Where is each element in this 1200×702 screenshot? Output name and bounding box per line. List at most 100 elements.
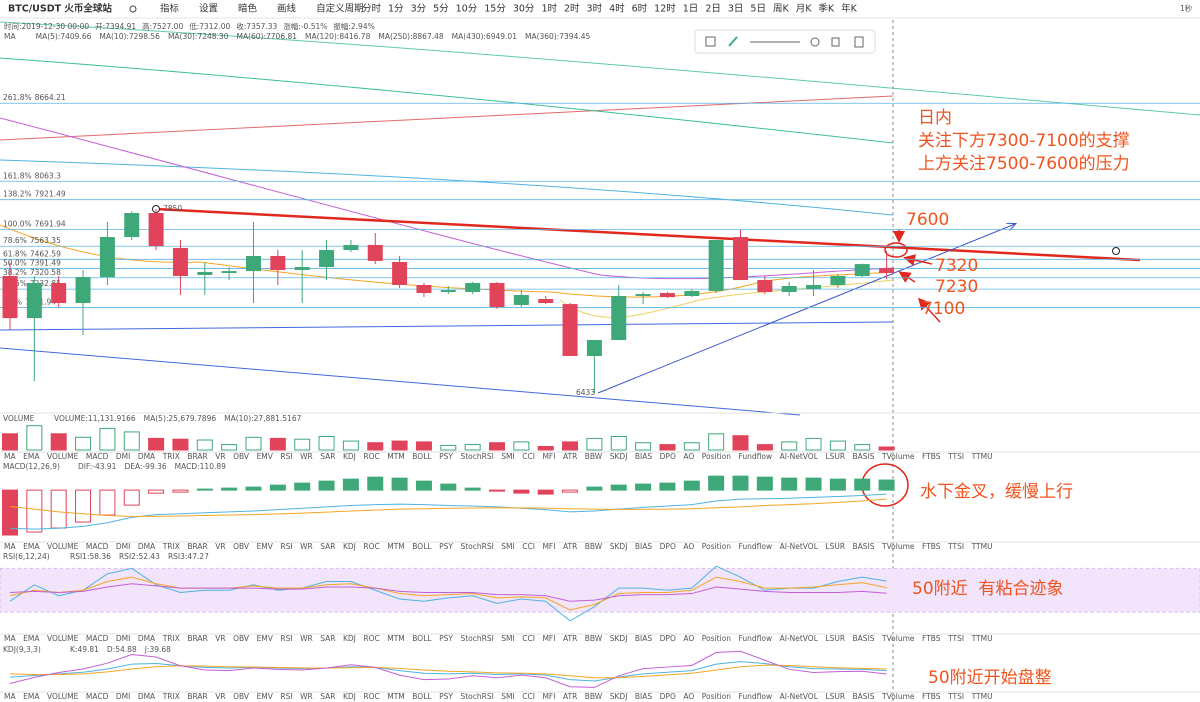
period-button[interactable]: 1时 xyxy=(541,3,557,15)
period-button[interactable]: 1分 xyxy=(388,4,404,15)
period-button[interactable]: 2日 xyxy=(705,4,721,15)
period-button[interactable]: 周K xyxy=(773,4,790,15)
indicator-tab[interactable]: MFI xyxy=(542,452,555,461)
indicator-tab[interactable]: MA xyxy=(4,634,16,643)
period-button[interactable]: 6时 xyxy=(632,3,648,15)
indicator-tab[interactable]: DMI xyxy=(116,634,130,643)
tool-button[interactable]: 设置 xyxy=(199,4,218,15)
indicator-tab[interactable]: TTSI xyxy=(947,542,964,551)
indicator-tab[interactable]: RSI xyxy=(280,692,292,701)
indicator-tab[interactable]: AI-NetVOL xyxy=(780,542,819,551)
indicator-tab[interactable]: BRAR xyxy=(187,542,207,551)
period-button[interactable]: 月K xyxy=(796,4,813,15)
indicator-tab[interactable]: ROC xyxy=(363,692,379,701)
toolbar-icon[interactable] xyxy=(810,37,820,47)
indicator-tab[interactable]: StochRSI xyxy=(460,634,493,643)
indicator-tab[interactable]: VR xyxy=(215,634,225,643)
indicator-tab[interactable]: ROC xyxy=(363,542,379,551)
indicator-tab[interactable]: VR xyxy=(215,452,225,461)
indicator-tab[interactable]: ROC xyxy=(363,634,379,643)
indicator-tab[interactable]: CCI xyxy=(522,452,535,461)
indicator-tab[interactable]: Position xyxy=(702,692,731,701)
indicator-tab[interactable]: MTM xyxy=(387,542,405,551)
indicator-tab[interactable]: DMI xyxy=(116,542,130,551)
indicator-tab[interactable]: SKDJ xyxy=(610,452,628,461)
indicator-tab[interactable]: BASIS xyxy=(853,542,875,551)
indicator-tab[interactable]: MTM xyxy=(387,634,405,643)
indicator-tab[interactable]: EMV xyxy=(257,452,274,461)
tool-button[interactable]: 指标 xyxy=(160,3,180,15)
indicator-tab[interactable]: BBW xyxy=(585,542,603,551)
tool-button[interactable]: 暗色 xyxy=(238,3,258,15)
indicator-tab[interactable]: OBV xyxy=(233,692,250,701)
indicator-tab[interactable]: PSY xyxy=(439,692,453,701)
indicator-tab[interactable]: BASIS xyxy=(853,452,875,461)
indicator-tab[interactable]: MFI xyxy=(542,542,555,551)
indicator-tab[interactable]: RSI xyxy=(280,452,292,461)
indicator-tab[interactable]: AI-NetVOL xyxy=(780,634,819,643)
indicator-tab[interactable]: OBV xyxy=(233,452,250,461)
indicator-tab[interactable]: VOLUME xyxy=(47,542,79,551)
indicator-tab[interactable]: BASIS xyxy=(853,692,875,701)
indicator-tab[interactable]: FTBS xyxy=(922,452,941,461)
indicator-tab[interactable]: EMA xyxy=(23,692,40,701)
resistance-trendline[interactable] xyxy=(155,207,1141,262)
indicator-tab[interactable]: TTMU xyxy=(971,634,993,643)
indicator-tab[interactable]: FTBS xyxy=(922,692,941,701)
indicator-tab[interactable]: MFI xyxy=(542,692,555,701)
indicator-tab[interactable]: Fundflow xyxy=(738,692,772,701)
indicator-tab[interactable]: EMV xyxy=(257,692,274,701)
indicator-tab[interactable]: BIAS xyxy=(635,692,652,701)
toolbar-icon[interactable] xyxy=(705,36,716,47)
indicator-tab[interactable]: CCI xyxy=(522,692,535,701)
indicator-tab[interactable]: BRAR xyxy=(187,692,207,701)
indicator-tab[interactable]: ATR xyxy=(563,692,577,701)
indicator-tab[interactable]: BBW xyxy=(585,452,603,461)
indicator-tab[interactable]: KDJ xyxy=(343,542,356,551)
indicator-tab[interactable]: SAR xyxy=(320,634,335,643)
indicator-tab[interactable]: AI-NetVOL xyxy=(780,692,819,701)
indicator-tab[interactable]: TTMU xyxy=(971,692,993,701)
period-button[interactable]: 12时 xyxy=(654,3,676,15)
indicator-tab[interactable]: WR xyxy=(300,634,313,643)
indicator-tab[interactable]: TTMU xyxy=(971,542,993,551)
indicator-tab[interactable]: TVolume xyxy=(881,634,915,643)
indicator-tab[interactable]: VOLUME xyxy=(47,452,79,461)
indicator-tab[interactable]: RSI xyxy=(280,634,292,643)
indicator-tab[interactable]: FTBS xyxy=(922,542,941,551)
indicator-tab[interactable]: Fundflow xyxy=(738,542,772,551)
indicator-tab[interactable]: VOLUME xyxy=(47,692,79,701)
indicator-tab[interactable]: BBW xyxy=(585,634,603,643)
toolbar-icon[interactable] xyxy=(854,36,864,48)
indicator-tab[interactable]: TVolume xyxy=(881,542,915,551)
indicator-tab[interactable]: OBV xyxy=(233,634,250,643)
period-button[interactable]: 年K xyxy=(841,3,858,15)
period-button[interactable]: 10分 xyxy=(456,4,478,15)
indicator-tab[interactable]: BASIS xyxy=(853,634,875,643)
indicator-tab[interactable]: FTBS xyxy=(922,634,941,643)
indicator-tab[interactable]: DMA xyxy=(138,692,156,701)
tool-button[interactable]: 自定义周期 xyxy=(316,3,364,15)
period-button[interactable]: 2时 xyxy=(564,3,580,15)
indicator-tab[interactable]: BOLL xyxy=(412,542,432,551)
indicator-tab[interactable]: Fundflow xyxy=(738,452,772,461)
indicator-tab[interactable]: DMA xyxy=(138,634,156,643)
toolbar-icon[interactable] xyxy=(728,36,738,47)
period-button[interactable]: 4时 xyxy=(609,3,625,15)
indicator-tab[interactable]: LSUR xyxy=(825,634,845,643)
indicator-tab[interactable]: Position xyxy=(702,634,731,643)
indicator-tab[interactable]: AO xyxy=(683,692,694,701)
indicator-tab[interactable]: EMA xyxy=(23,452,40,461)
indicator-tab[interactable]: TTSI xyxy=(947,692,964,701)
indicator-tab[interactable]: MFI xyxy=(542,634,555,643)
indicator-tab[interactable]: AO xyxy=(683,542,694,551)
indicator-tab[interactable]: WR xyxy=(300,452,313,461)
indicator-tab[interactable]: ATR xyxy=(563,542,577,551)
indicator-tab[interactable]: StochRSI xyxy=(460,452,493,461)
indicator-tab[interactable]: SMI xyxy=(501,452,514,461)
indicator-tab[interactable]: MA xyxy=(4,542,16,551)
indicator-tab[interactable]: TRIX xyxy=(162,542,180,551)
indicator-tab[interactable]: TRIX xyxy=(162,452,180,461)
indicator-tab[interactable]: MTM xyxy=(387,692,405,701)
indicator-tab[interactable]: EMV xyxy=(257,542,274,551)
